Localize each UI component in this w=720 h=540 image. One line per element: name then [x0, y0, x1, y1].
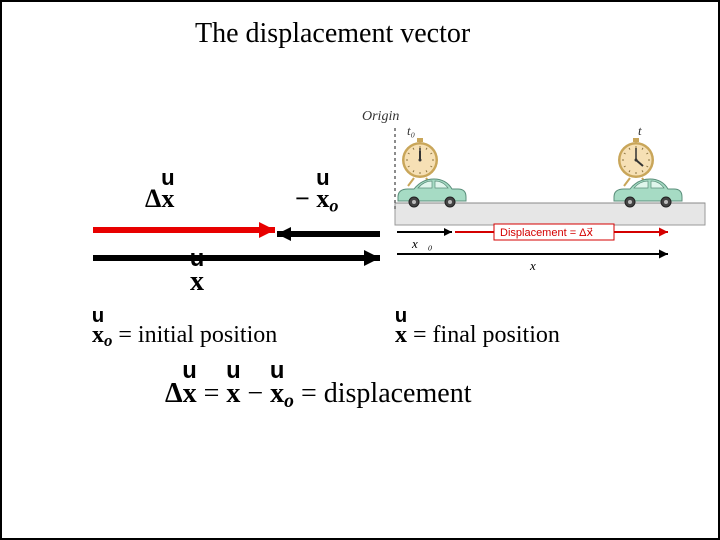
- label-neg-xo: − uxo: [295, 184, 338, 217]
- eq-x: ux = final position: [395, 322, 560, 349]
- eq-xo: uxo = initial position: [92, 322, 277, 351]
- svg-text:t₀: t₀: [407, 123, 415, 138]
- svg-text:Displacement = Δx⃗: Displacement = Δx⃗: [500, 227, 594, 239]
- svg-text:x⃗: x⃗: [529, 258, 546, 273]
- svg-text:x⃗₀: x⃗₀: [411, 236, 432, 251]
- label-delta-x: Δux: [145, 184, 174, 214]
- svg-text:t: t: [638, 123, 642, 138]
- diagram-svg: Origin t₀ t Displacement = Δx⃗ x⃗₀ x⃗: [0, 0, 720, 540]
- eq-dx: Δux = ux − uxo = displacement: [165, 378, 471, 413]
- label-x: ux: [190, 266, 204, 298]
- svg-text:Origin: Origin: [362, 109, 399, 124]
